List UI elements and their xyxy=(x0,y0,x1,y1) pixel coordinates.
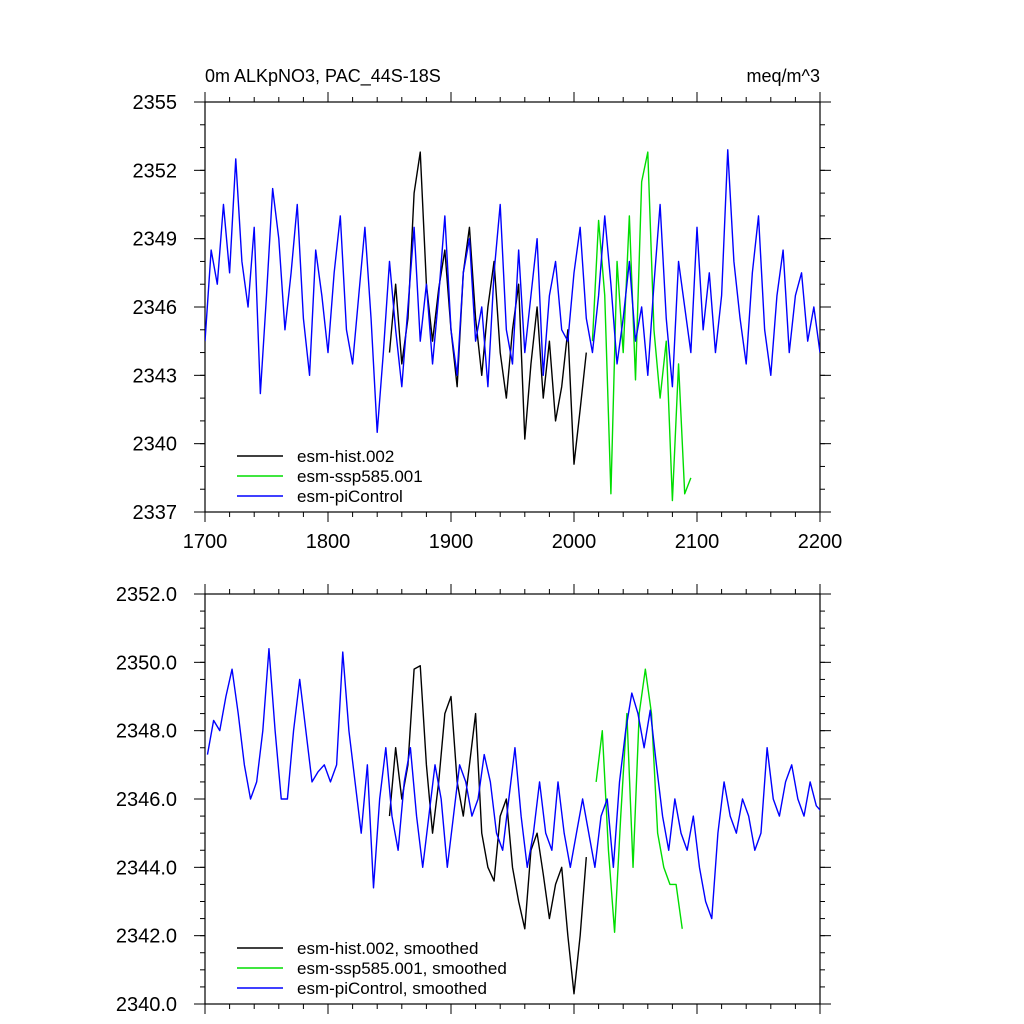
y-tick-label: 2350.0 xyxy=(116,652,177,674)
series-line-esm-picontrol xyxy=(205,149,820,433)
bottom-plot-area: 2340.0 2342.0 2344.0 2346.0 2348.0 2350.0 2352… xyxy=(116,584,831,1016)
legend-label: esm-hist.002 xyxy=(297,447,394,466)
x-tick-label: 1900 xyxy=(429,531,474,553)
top-chart-units: meq/m^3 xyxy=(747,66,820,86)
y-tick-label: 2352.0 xyxy=(116,584,177,606)
y-tick-label: 2355 xyxy=(133,92,178,114)
legend-label: esm-ssp585.001, smoothed xyxy=(297,959,507,978)
series-line-esm-hist-002 xyxy=(388,151,587,465)
top-plot-area: 1700 1800 1900 2000 2100 2200 2337 2340 2343 2346… xyxy=(133,92,843,553)
x-tick-label: 1700 xyxy=(183,531,228,553)
y-tick-label: 2342.0 xyxy=(116,926,177,948)
bottom-chart-panel: 2340.0 2342.0 2344.0 2346.0 2348.0 2350.0 2352… xyxy=(116,584,831,1016)
y-tick-label: 2343 xyxy=(133,365,178,387)
x-tick-label: 2200 xyxy=(798,531,843,553)
top-chart-panel: 0m ALKpNO3, PAC_44S-18S meq/m^3 1700 1800… xyxy=(133,66,843,553)
series-line-esm-ssp585-001 xyxy=(591,151,692,502)
x-tick-label: 1800 xyxy=(306,531,351,553)
y-tick-label: 2348.0 xyxy=(116,721,177,743)
series-line-esm-hist-002-smoothed xyxy=(388,665,587,995)
y-tick-label: 2346 xyxy=(133,297,178,319)
y-tick-label: 2340.0 xyxy=(116,994,177,1016)
top-chart-title: 0m ALKpNO3, PAC_44S-18S xyxy=(205,66,441,87)
y-tick-label: 2346.0 xyxy=(116,789,177,811)
series-line-esm-ssp585-001-smoothed xyxy=(595,668,683,933)
series-line-esm-picontrol-smoothed xyxy=(206,647,820,920)
y-tick-label: 2352 xyxy=(133,160,178,182)
legend-label: esm-piControl xyxy=(297,487,403,506)
y-tick-label: 2337 xyxy=(133,502,178,524)
y-tick-label: 2344.0 xyxy=(116,857,177,879)
x-tick-label: 2000 xyxy=(552,531,597,553)
y-tick-label: 2349 xyxy=(133,229,178,251)
y-tick-label: 2340 xyxy=(133,434,178,456)
x-tick-label: 2100 xyxy=(675,531,720,553)
legend-label: esm-hist.002, smoothed xyxy=(297,939,478,958)
legend-label: esm-piControl, smoothed xyxy=(297,979,487,998)
legend-label: esm-ssp585.001 xyxy=(297,467,423,486)
